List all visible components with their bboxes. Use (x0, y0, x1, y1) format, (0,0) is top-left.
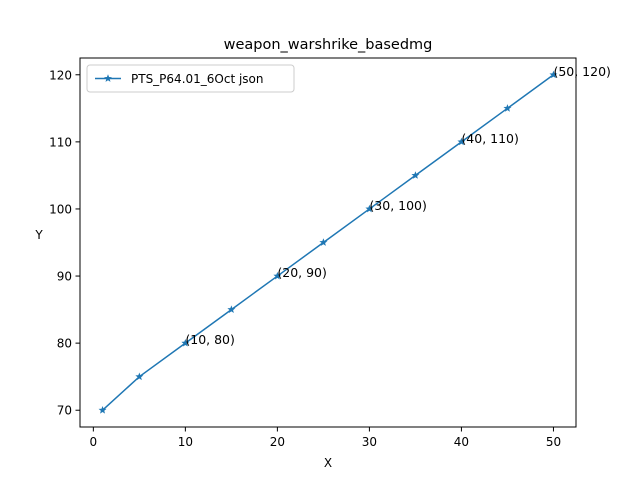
axes-frame (79, 57, 577, 428)
data-point-marker (457, 137, 466, 146)
x-tick-label: 10 (178, 435, 193, 449)
annotations-layer: (10, 80) (20, 90) (30, 100) (40, 110) (50, 1… (185, 64, 611, 347)
x-tick-label: 20 (270, 435, 285, 449)
data-point-annotation: (40, 110) (461, 131, 518, 146)
y-tick-label: 70 (57, 404, 72, 418)
data-point-annotation: (50, 120) (553, 64, 610, 79)
data-point-marker (503, 104, 512, 112)
data-point-marker (181, 338, 190, 347)
x-tick-label: 50 (546, 435, 561, 449)
y-tick-label: 100 (49, 202, 72, 216)
y-tick-label: 110 (49, 135, 72, 149)
series-layer (98, 70, 558, 414)
x-tick-label: 30 (362, 435, 377, 449)
x-axis-ticks: 0 10 20 30 40 50 (90, 427, 561, 449)
legend-box (86, 64, 295, 93)
data-point-marker (227, 305, 236, 313)
data-point-marker (549, 70, 558, 79)
y-tick-label: 80 (57, 337, 72, 351)
data-point-annotation: (20, 90) (277, 265, 327, 280)
data-point-marker (273, 271, 282, 280)
data-point-marker (319, 238, 328, 246)
data-point-marker (135, 372, 144, 381)
series-line (102, 74, 554, 411)
y-tick-label: 90 (57, 270, 72, 284)
y-tick-label: 120 (49, 68, 72, 82)
plot-area: 0 10 20 30 40 50 70 80 90 100 110 120 (10, 80) (20,… (49, 57, 611, 449)
legend-marker-star (104, 74, 112, 82)
data-point-annotation: (30, 100) (369, 198, 426, 213)
y-axis-label: Y (34, 228, 43, 242)
data-point-marker (411, 171, 420, 179)
x-axis-label: X (324, 456, 332, 470)
data-point-annotation: (10, 80) (185, 332, 235, 347)
data-point-marker (98, 406, 107, 414)
legend: PTS_P64.01_6Oct json (86, 64, 295, 93)
x-tick-label: 40 (454, 435, 469, 449)
y-axis-ticks: 70 80 90 100 110 120 (49, 68, 80, 418)
chart-title: weapon_warshrike_basedmg (224, 37, 433, 53)
data-point-marker (365, 204, 374, 213)
legend-entry-label: PTS_P64.01_6Oct json (131, 72, 264, 86)
x-tick-label: 0 (90, 435, 98, 449)
